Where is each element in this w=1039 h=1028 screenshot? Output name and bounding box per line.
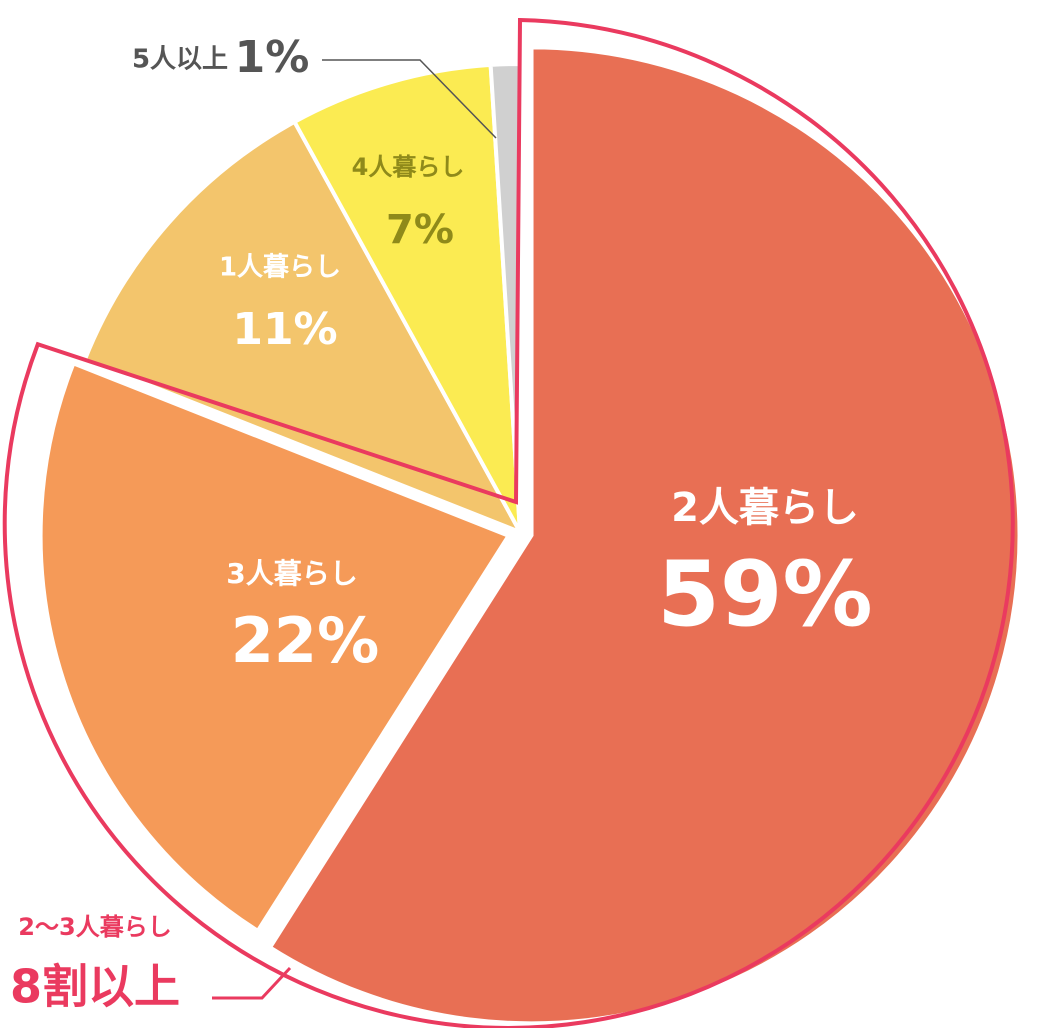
slice-label: 2人暮らし: [671, 485, 859, 531]
pie-slice: [267, 45, 1022, 1026]
value-label: 11%: [232, 304, 337, 355]
pie: [2, 17, 1022, 1028]
leader-line: [322, 59, 497, 139]
pie-slice: [291, 62, 522, 533]
slice-label: 4人暮らし: [352, 153, 465, 181]
annotation-line: [212, 966, 292, 1000]
slice-label: 3人暮らし: [226, 557, 357, 590]
value-label: 7%: [386, 207, 454, 253]
pie-slice: [38, 360, 512, 934]
slice-label: 1人暮らし: [219, 253, 341, 283]
annotation-text: 8割以上: [10, 960, 180, 1014]
value-label: 1%: [235, 32, 310, 83]
slice-label: 5人以上: [132, 45, 228, 75]
value-label: 59%: [657, 542, 872, 647]
value-label: 22%: [231, 604, 379, 677]
highlight-outline: [2, 17, 1015, 1028]
annotation-subtitle: 2〜3人暮らし: [18, 913, 171, 941]
pie-slice: [82, 119, 525, 536]
